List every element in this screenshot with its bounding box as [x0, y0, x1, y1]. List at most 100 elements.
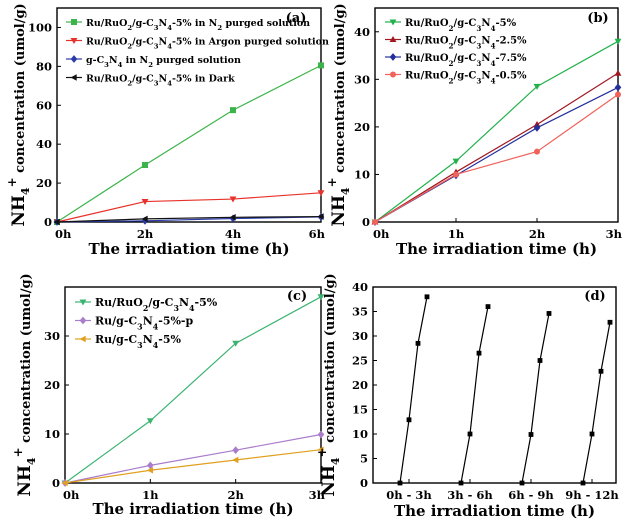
data-point	[141, 199, 149, 206]
series	[61, 430, 325, 487]
x-tick-label: 0h - 3h	[386, 488, 432, 502]
x-tick-label: 3h - 6h	[447, 488, 493, 502]
series-line	[374, 40, 619, 223]
data-point	[453, 171, 459, 178]
x-axis-label: The irradiation time (h)	[394, 502, 595, 520]
legend-label: Ru/RuO2/g-C3N4-5%	[95, 296, 218, 313]
panel-b-chart: 0 10 20 30 40 0h 1h 2h 3h The irradiation time (h…	[325, 3, 623, 258]
y-tick-label: 30	[352, 329, 368, 343]
x-tick-label: 3h	[309, 488, 326, 502]
data-point	[229, 214, 236, 221]
data-point	[533, 83, 541, 90]
x-tick-label: 0h	[55, 227, 72, 241]
y-tick-label: 0	[52, 476, 60, 490]
x-tick-label: 1h	[448, 227, 465, 241]
y-tick-label: 5	[360, 452, 368, 466]
legend-label: Ru/g-C3N4-5%	[95, 333, 181, 350]
data-point	[519, 480, 525, 486]
series-line	[521, 313, 550, 484]
y-axis-label: NH4+ concentration (umol/g)	[315, 273, 342, 496]
data-point	[397, 480, 403, 486]
series	[371, 38, 622, 226]
data-point	[534, 148, 540, 155]
y-tick-label: 20	[36, 176, 52, 190]
panel-c-chart: 0 10 20 30 0h 1h 2h 3h The irradiation time (h) N…	[11, 273, 326, 518]
y-tick-label: 10	[354, 167, 370, 181]
y-tick-label: 40	[352, 280, 368, 294]
series-line	[56, 64, 322, 223]
data-point	[598, 368, 604, 374]
data-point	[589, 431, 595, 437]
legend: Ru/RuO2/g-C3N4-5% Ru/RuO2/g-C3N4-2.5% Ru/R…	[385, 18, 527, 85]
x-tick-label: 0h	[63, 488, 80, 502]
y-tick-label: 20	[352, 378, 368, 392]
y-tick-label: 20	[354, 120, 370, 134]
data-point	[317, 213, 324, 220]
legend-marker	[70, 37, 78, 44]
legend-marker	[79, 316, 87, 325]
y-tick-label: 0	[362, 215, 370, 229]
x-tick-label: 2h	[227, 488, 244, 502]
legend: Ru/RuO2/g-C3N4-5% Ru/g-C3N4-5%-pRu/g-C3N4…	[75, 296, 218, 350]
data-point	[415, 340, 421, 346]
legend-marker	[389, 19, 397, 26]
series-line	[56, 216, 322, 223]
data-point	[614, 38, 622, 45]
y-tick-label: 0	[44, 215, 52, 229]
x-tick-label: 3h	[606, 227, 623, 241]
series-line	[56, 215, 322, 223]
legend-marker	[71, 19, 77, 25]
legend-label: g-C3N4 in N2 purged solution	[86, 55, 241, 69]
y-tick-label: 25	[352, 354, 368, 368]
data-point	[546, 311, 552, 316]
series-line	[374, 94, 619, 223]
panel-letter: (b)	[587, 11, 608, 26]
legend-label: Ru/RuO2/g-C3N4-7.5%	[405, 53, 527, 68]
data-point	[232, 340, 240, 347]
x-tick-label: 2h	[529, 227, 546, 241]
data-point	[580, 480, 586, 486]
series	[371, 83, 622, 226]
legend-marker	[70, 74, 77, 81]
y-tick-label: 40	[354, 25, 370, 39]
data-point	[614, 69, 622, 76]
series-line	[374, 72, 619, 223]
data-point	[485, 304, 491, 309]
data-point	[372, 219, 378, 225]
series	[53, 213, 325, 226]
series	[61, 446, 324, 487]
data-point	[406, 417, 412, 423]
legend-marker	[79, 335, 86, 343]
panel-a-chart: 0 20 40 60 80 100 0h 2h 4h 6h The irradiation time…	[5, 3, 329, 258]
series	[61, 294, 325, 487]
x-tick-label: 1h	[142, 488, 159, 502]
plot-frame	[56, 7, 322, 223]
x-tick-label: 9h - 12h	[565, 488, 619, 502]
series-line	[374, 86, 619, 223]
legend-marker	[70, 55, 78, 63]
legend-label: Ru/g-C3N4-5%-p	[95, 315, 194, 332]
data-point	[53, 218, 60, 226]
data-point	[318, 62, 324, 69]
data-point	[458, 480, 464, 486]
panel-letter: (a)	[286, 11, 307, 26]
legend-marker	[389, 53, 397, 61]
series-line	[64, 433, 322, 484]
data-point	[614, 83, 622, 92]
series-line	[460, 306, 489, 484]
data-point	[142, 161, 148, 168]
series	[53, 213, 324, 226]
x-tick-label: 0h	[373, 227, 390, 241]
x-axis-label: The irradiation time (h)	[88, 240, 289, 258]
data-point	[476, 350, 482, 356]
data-point	[146, 466, 154, 474]
legend-marker	[390, 71, 396, 78]
x-axis-label: The irradiation time (h)	[92, 500, 293, 518]
data-point	[615, 91, 621, 98]
x-tick-label: 6h	[309, 227, 326, 241]
data-point	[61, 479, 68, 487]
y-tick-label: 100	[28, 20, 52, 34]
data-point	[232, 456, 239, 464]
plot-frame	[374, 7, 619, 223]
y-tick-label: 35	[352, 305, 368, 319]
